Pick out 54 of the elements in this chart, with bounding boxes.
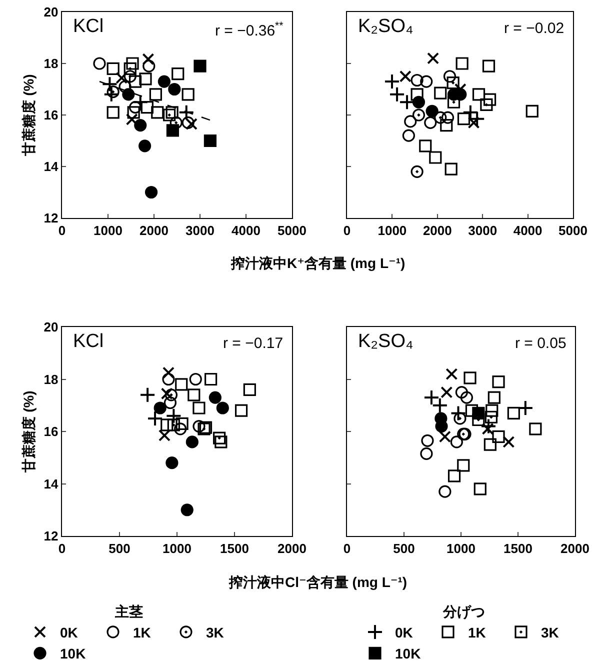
x-tick-label: 0 — [58, 222, 66, 238]
legend-label: 0K — [60, 624, 78, 640]
x-tick-label: 0 — [343, 540, 351, 556]
x-tick-label: 1500 — [504, 540, 532, 556]
x-tick-label: 1000 — [378, 222, 407, 238]
y-tick-label: 14 — [44, 159, 59, 174]
x-tick-label: 0 — [343, 222, 351, 238]
x-tick-label: 500 — [393, 540, 415, 556]
x-tick-label: 1500 — [220, 540, 249, 556]
x-tick-label: 1000 — [94, 222, 122, 238]
annotation: KCl — [73, 331, 104, 352]
legend-title: 分げつ — [442, 603, 485, 620]
y-axis-title: 甘蔗糖度 (%) — [20, 390, 36, 474]
x-tick-label: 5000 — [278, 222, 306, 238]
annotation: r = −0.17 — [223, 335, 284, 352]
legend-title: 主茎 — [114, 603, 143, 620]
x-tick-label: 2000 — [140, 222, 168, 238]
legend-label: 1K — [133, 624, 151, 640]
x-tick-label: 4000 — [513, 222, 542, 238]
x-tick-label: 5000 — [558, 222, 588, 238]
annotation: r = 0.05 — [515, 335, 566, 352]
y-tick-label: 16 — [44, 108, 58, 123]
legend-label: 1K — [468, 624, 486, 640]
legend-label: 3K — [541, 624, 559, 640]
y-tick-label: 18 — [44, 56, 58, 72]
y-axis-title: 甘蔗糖度 (%) — [20, 74, 36, 157]
y-tick-label: 20 — [44, 320, 58, 335]
x-tick-label: 2000 — [560, 540, 590, 556]
y-tick-label: 20 — [44, 4, 58, 20]
y-tick-label: 12 — [44, 528, 58, 544]
x-tick-label: 3000 — [468, 222, 498, 238]
legend-label: 3K — [206, 624, 224, 640]
y-tick-label: 14 — [44, 476, 59, 492]
y-tick-label: 16 — [44, 424, 58, 440]
annotation: r = −0.36$^{**}$ — [215, 20, 284, 40]
x-axis-title: 搾汁液中K⁺含有量 (mg L⁻¹) — [230, 255, 406, 271]
y-tick-label: 12 — [44, 210, 58, 226]
x-tick-label: 1000 — [162, 540, 192, 556]
legend-label: 0K — [395, 624, 413, 640]
x-tick-label: 0 — [58, 540, 66, 556]
annotation: KCl — [73, 16, 104, 37]
y-tick-label: 18 — [44, 372, 58, 387]
x-tick-label: 2000 — [278, 540, 306, 556]
x-tick-label: 500 — [108, 540, 130, 556]
x-tick-label: 1000 — [446, 540, 476, 556]
legend-label: 10K — [395, 646, 421, 662]
annotation: K₂SO₄ — [358, 331, 414, 352]
annotation: K₂SO₄ — [358, 16, 414, 37]
annotation: r = −0.02 — [504, 20, 564, 37]
legend-label: 10K — [60, 646, 86, 662]
x-axis-title: 搾汁液中Cl⁻含有量 (mg L⁻¹) — [228, 574, 408, 590]
x-tick-label: 4000 — [232, 222, 260, 238]
x-tick-label: 2000 — [422, 222, 452, 238]
x-tick-label: 3000 — [186, 222, 214, 238]
